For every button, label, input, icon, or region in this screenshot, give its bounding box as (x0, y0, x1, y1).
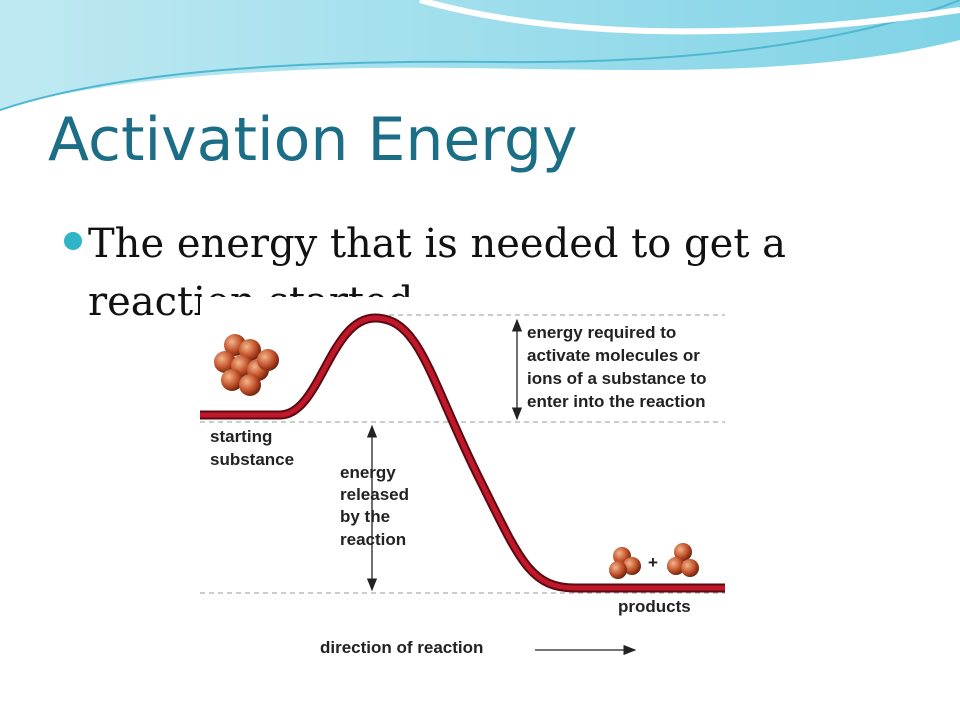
label-line: by the (340, 507, 390, 526)
label-line: energy (340, 463, 396, 482)
label-line: starting (210, 427, 272, 446)
title: Activation Energy (48, 105, 578, 175)
products-label: products (618, 597, 691, 616)
released-label: energy released by the reaction (340, 463, 409, 549)
plus-sign: + (648, 553, 658, 572)
header-wave (0, 0, 960, 111)
label-line: reaction (340, 530, 406, 549)
start-label: starting substance (210, 427, 294, 469)
direction-label: direction of reaction (320, 638, 483, 657)
label-line: ions of a substance to (527, 369, 706, 388)
label-line: substance (210, 450, 294, 469)
activation-label: energy required to activate molecules or i… (527, 323, 706, 411)
label-line: energy required to (527, 323, 676, 342)
label-line: released (340, 485, 409, 504)
label-line: enter into the reaction (527, 392, 706, 411)
bullet-dot (64, 232, 82, 250)
label-line: activate molecules or (527, 346, 700, 365)
